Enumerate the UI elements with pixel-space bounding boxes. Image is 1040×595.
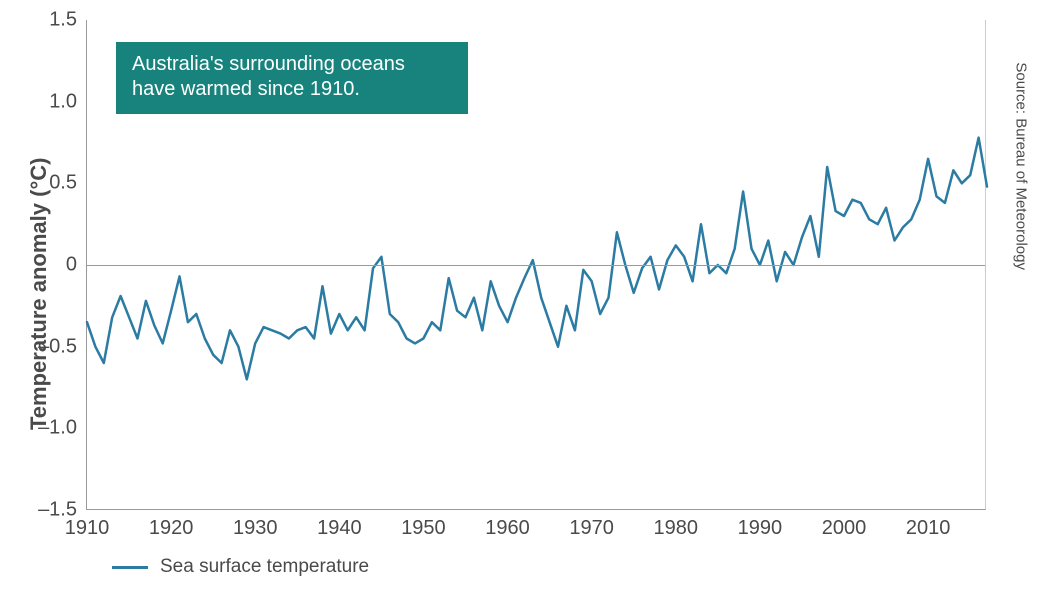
x-tick-label: 1990	[738, 509, 783, 540]
y-tick-label: 0.5	[49, 172, 87, 195]
sea-surface-temperature-line	[87, 138, 987, 380]
x-tick-label: 1980	[654, 509, 699, 540]
legend-line-icon	[112, 566, 148, 569]
y-tick-label: 0	[66, 254, 87, 277]
y-axis-label: Temperature anomaly (°C)	[26, 158, 52, 430]
x-tick-label: 1920	[149, 509, 194, 540]
callout-text: Australia's surrounding oceans have warm…	[132, 53, 405, 100]
callout-box: Australia's surrounding oceans have warm…	[116, 42, 468, 114]
x-tick-label: 1950	[401, 509, 446, 540]
x-tick-label: 1940	[317, 509, 362, 540]
x-tick-label: 2010	[906, 509, 951, 540]
x-tick-label: 1960	[485, 509, 530, 540]
x-tick-label: 1910	[65, 509, 110, 540]
y-tick-label: –0.5	[38, 335, 87, 358]
x-tick-label: 2000	[822, 509, 867, 540]
y-tick-label: –1.0	[38, 417, 87, 440]
x-tick-label: 1970	[569, 509, 614, 540]
source-label: Source: Bureau of Meteorology	[1013, 62, 1030, 270]
legend: Sea surface temperature	[112, 556, 369, 578]
zero-line	[87, 265, 985, 266]
y-tick-label: 1.5	[49, 9, 87, 32]
chart-container: Temperature anomaly (°C) Source: Bureau …	[0, 0, 1040, 595]
legend-label: Sea surface temperature	[160, 556, 369, 578]
x-tick-label: 1930	[233, 509, 278, 540]
y-tick-label: 1.0	[49, 90, 87, 113]
